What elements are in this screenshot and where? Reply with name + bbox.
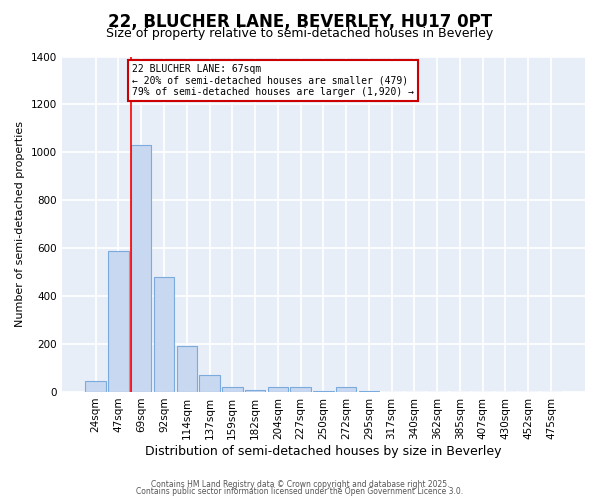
Bar: [131, 145, 151, 392]
Bar: [359, 391, 379, 392]
X-axis label: Distribution of semi-detached houses by size in Beverley: Distribution of semi-detached houses by …: [145, 444, 502, 458]
Bar: [176, 346, 197, 392]
Bar: [290, 387, 311, 392]
Y-axis label: Number of semi-detached properties: Number of semi-detached properties: [15, 121, 25, 327]
Bar: [336, 387, 356, 392]
Bar: [313, 391, 334, 392]
Bar: [222, 387, 242, 392]
Bar: [245, 390, 265, 392]
Text: 22 BLUCHER LANE: 67sqm
← 20% of semi-detached houses are smaller (479)
79% of se: 22 BLUCHER LANE: 67sqm ← 20% of semi-det…: [132, 64, 414, 97]
Bar: [268, 387, 288, 392]
Text: 22, BLUCHER LANE, BEVERLEY, HU17 0PT: 22, BLUCHER LANE, BEVERLEY, HU17 0PT: [108, 12, 492, 30]
Bar: [154, 277, 174, 392]
Text: Contains HM Land Registry data © Crown copyright and database right 2025.: Contains HM Land Registry data © Crown c…: [151, 480, 449, 489]
Text: Contains public sector information licensed under the Open Government Licence 3.: Contains public sector information licen…: [136, 487, 464, 496]
Text: Size of property relative to semi-detached houses in Beverley: Size of property relative to semi-detach…: [106, 28, 494, 40]
Bar: [85, 380, 106, 392]
Bar: [199, 374, 220, 392]
Bar: [108, 250, 129, 392]
